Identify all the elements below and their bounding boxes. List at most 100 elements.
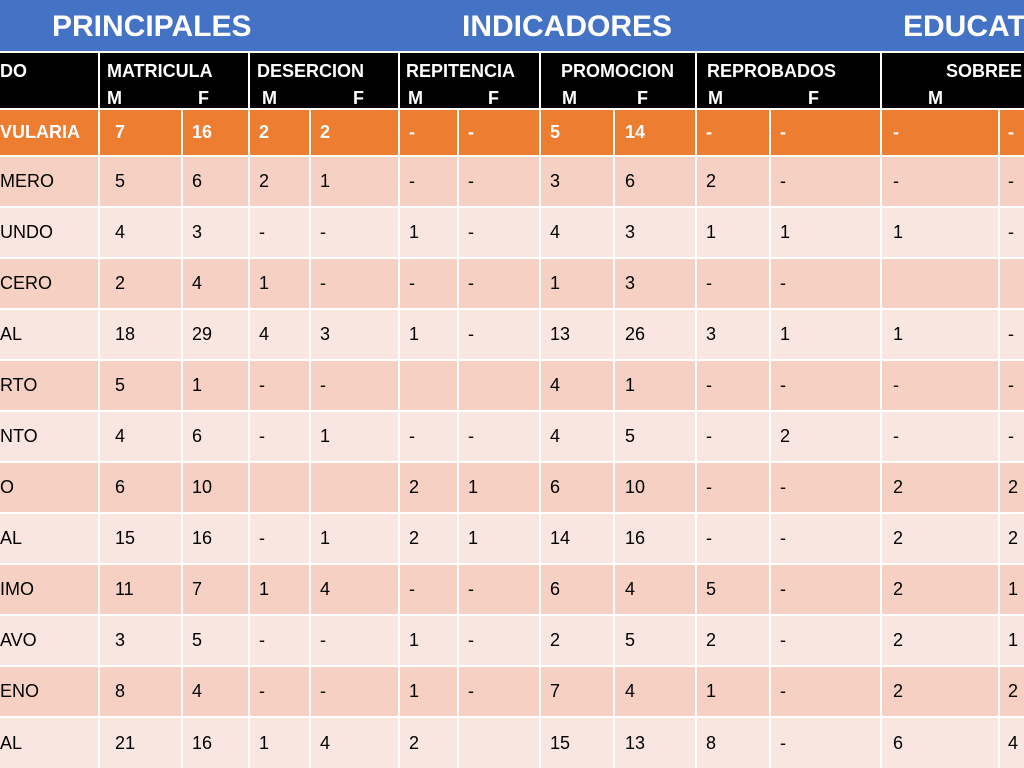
header-cell-repitencia: REPITENCIA M F (400, 53, 541, 108)
title-word-indicadores: INDICADORES (462, 10, 673, 43)
table-cell: 26 (615, 310, 697, 359)
header-label: DESERCION (257, 61, 365, 81)
table-cell: - (459, 565, 541, 614)
table-cell: - (771, 565, 882, 614)
table-cell (459, 361, 541, 410)
row-label: NTO (0, 412, 100, 461)
table-cell: 1 (615, 361, 697, 410)
table-cell: 6 (183, 412, 250, 461)
table-cell: - (311, 667, 400, 716)
header-sub-f: F (808, 88, 819, 108)
table-cell: - (771, 514, 882, 563)
table-cell: - (400, 110, 459, 155)
table-cell: - (459, 310, 541, 359)
table-cell: 1 (771, 310, 882, 359)
table-cell: 5 (183, 616, 250, 665)
table-cell: 3 (541, 157, 615, 206)
header-sub-f: F (637, 88, 648, 108)
title-bar: PRINCIPALES INDICADORES EDUCAT (0, 0, 1024, 51)
table-cell: 1 (311, 514, 400, 563)
table-cell: - (771, 110, 882, 155)
header-label: PROMOCION (561, 61, 675, 81)
row-label: MERO (0, 157, 100, 206)
table-cell (1000, 259, 1024, 308)
table-cell: 1 (183, 361, 250, 410)
table-cell: 5 (615, 616, 697, 665)
table-row: IMO 11 7 1 4- -6 4 5-2 1 (0, 565, 1024, 616)
table-cell: 21 (100, 718, 183, 768)
table-cell: 8 (697, 718, 771, 768)
table-cell: 5 (100, 157, 183, 206)
title-word-principales: PRINCIPALES (52, 10, 252, 43)
header-label: MATRICULA (107, 61, 213, 81)
header-cell-desercion: DESERCION M F (250, 53, 400, 108)
table-cell: - (311, 208, 400, 257)
table-cell: 3 (183, 208, 250, 257)
header-cell-grado: DO (0, 53, 100, 108)
table-cell: 2 (1000, 514, 1024, 563)
table-cell: - (1000, 412, 1024, 461)
table-cell: 2 (400, 514, 459, 563)
table-cell: - (697, 259, 771, 308)
table-header: DO MATRICULA M F DESERCION M F REPITENCI… (0, 53, 1024, 108)
row-label: ENO (0, 667, 100, 716)
header-label: SOBREE (946, 61, 1023, 81)
table-cell: - (697, 514, 771, 563)
table-cell: 7 (541, 667, 615, 716)
table-cell: 2 (400, 718, 459, 768)
table-cell: - (311, 616, 400, 665)
table-row: CERO 2 4 1- - -1 3- - (0, 259, 1024, 310)
table-cell: - (1000, 208, 1024, 257)
table-cell: 2 (1000, 667, 1024, 716)
row-label: RTO (0, 361, 100, 410)
table-cell: 3 (615, 208, 697, 257)
table-cell: 1 (771, 208, 882, 257)
table-cell: - (771, 463, 882, 512)
table-cell: 4 (1000, 718, 1024, 768)
table-cell: 6 (541, 463, 615, 512)
table-cell: - (771, 259, 882, 308)
table-cell: 4 (250, 310, 311, 359)
table-cell: 2 (882, 667, 1000, 716)
table-cell: 2 (100, 259, 183, 308)
table-cell: 4 (615, 667, 697, 716)
table-row: AVO 3 5- -1-2 5 2-2 1 (0, 616, 1024, 667)
table-cell: 15 (541, 718, 615, 768)
header-sub-f: F (353, 88, 364, 108)
table-cell: 4 (311, 718, 400, 768)
table-row: AL 21 16 1 4 2 15 13 8-6 4 (0, 718, 1024, 768)
header-label: REPITENCIA (406, 61, 516, 81)
table-cell: - (459, 157, 541, 206)
table-cell: 1 (400, 616, 459, 665)
header-sub-m: M (562, 88, 577, 108)
table-cell: 2 (400, 463, 459, 512)
table-cell: 1 (250, 718, 311, 768)
table-cell: 1 (311, 157, 400, 206)
table-cell: 5 (615, 412, 697, 461)
table-cell: 3 (615, 259, 697, 308)
table-cell: 2 (882, 514, 1000, 563)
table-cell: 4 (183, 259, 250, 308)
table-row: AL 15 16-1 2 1 14 16- -2 2 (0, 514, 1024, 565)
table-cell: 29 (183, 310, 250, 359)
table-cell: - (400, 412, 459, 461)
table-cell: 1 (459, 514, 541, 563)
table-cell: 1 (400, 208, 459, 257)
table-row: NTO 4 6-1- -4 5-2- - (0, 412, 1024, 463)
table-cell: 4 (541, 412, 615, 461)
table-cell: 4 (100, 412, 183, 461)
table-cell: 1 (400, 310, 459, 359)
table-cell: - (697, 463, 771, 512)
table-cell: 1 (459, 463, 541, 512)
table-row: UNDO 4 3- -1-4 3 1 1 1- (0, 208, 1024, 259)
table-cell: 4 (541, 208, 615, 257)
row-label: O (0, 463, 100, 512)
header-cell-promocion: PROMOCION M F (541, 53, 697, 108)
table-cell: 7 (100, 110, 183, 155)
header-sub-m: M (928, 88, 943, 108)
table-cell: - (882, 157, 1000, 206)
table-cell: 2 (771, 412, 882, 461)
header-label: DO (0, 61, 27, 81)
table-cell: 6 (541, 565, 615, 614)
table-cell: 16 (183, 514, 250, 563)
